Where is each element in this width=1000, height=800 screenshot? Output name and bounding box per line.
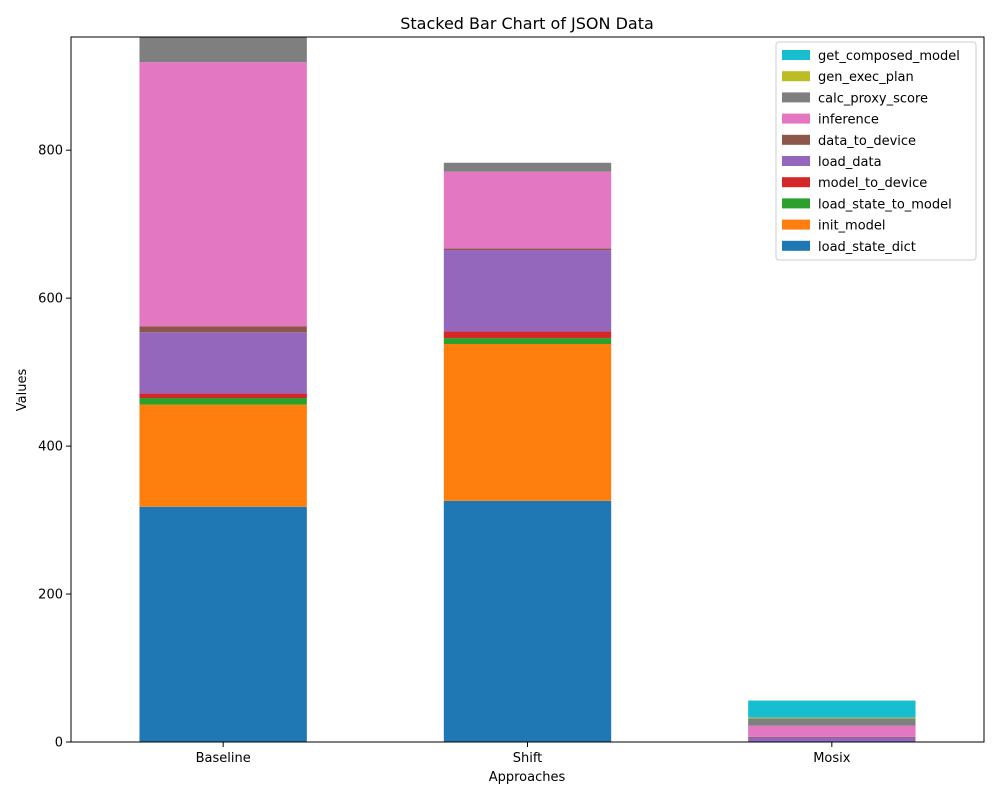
x-axis-label: Approaches <box>489 770 566 785</box>
legend-label-inference: inference <box>818 113 879 128</box>
legend-swatch-data-to-device <box>782 134 810 145</box>
chart-title: Stacked Bar Chart of JSON Data <box>400 14 654 33</box>
bar-segment-data-to-device-mosix <box>748 736 916 738</box>
legend-swatch-calc-proxy-score <box>782 92 810 103</box>
legend-label-gen-exec-plan: gen_exec_plan <box>818 70 914 85</box>
legend-swatch-get-composed-model <box>782 50 810 60</box>
legend: get_composed_model gen_exec_plan calc_prox… <box>775 41 977 261</box>
legend-label-calc-proxy-score: calc_proxy_score <box>818 91 928 106</box>
bar-segment-data-to-device-baseline <box>139 326 307 333</box>
y-axis-label: Values <box>15 369 30 412</box>
y-tick-label: 800 <box>38 144 63 159</box>
legend-swatch-init-model <box>782 219 810 230</box>
bar-segment-model-to-device-shift <box>443 331 612 339</box>
bar-segment-data-to-device-shift <box>443 248 612 251</box>
bar-segment-gen-exec-plan-mosix <box>748 717 916 719</box>
legend-swatch-inference <box>782 113 810 124</box>
y-tick-label: 600 <box>38 292 63 307</box>
bar-segment-model-to-device-baseline <box>139 393 307 399</box>
legend-box <box>775 41 977 261</box>
legend-swatch-load-data <box>782 156 810 166</box>
legend-swatch-model-to-device <box>782 177 810 188</box>
bar-segment-calc-proxy-score-shift <box>443 162 612 172</box>
bar-segment-load-state-dict-shift <box>443 500 612 742</box>
legend-swatch-load-state-dict <box>782 240 810 251</box>
bar-segment-init-model-baseline <box>139 404 307 507</box>
bar-segment-load-data-baseline <box>139 332 307 394</box>
bar-segment-get-composed-model-mosix <box>748 700 916 718</box>
bar-segment-inference-mosix <box>748 725 916 737</box>
bar-segment-inference-baseline <box>139 62 307 327</box>
bar-segment-calc-proxy-score-baseline <box>139 37 307 63</box>
legend-label-model-to-device: model_to_device <box>818 176 927 191</box>
legend-label-init-model: init_model <box>818 219 886 234</box>
legend-swatch-gen-exec-plan <box>782 71 810 82</box>
bars-layer <box>139 37 916 742</box>
legend-label-load-state-to-model: load_state_to_model <box>818 197 952 212</box>
y-tick-label: 0 <box>55 736 63 751</box>
bar-segment-load-state-to-model-baseline <box>139 398 307 405</box>
bar-segment-calc-proxy-score-mosix <box>748 718 916 726</box>
bar-segment-load-data-mosix <box>748 737 916 742</box>
x-tick-label-mosix: Mosix <box>813 751 851 766</box>
legend-label-load-state-dict: load_state_dict <box>818 240 916 255</box>
axes-layer: 0 200 400 600 800 Baseline Shift Mosix <box>38 36 985 766</box>
bar-segment-inference-shift <box>443 171 612 249</box>
legend-label-get-composed-model: get_composed_model <box>818 49 960 64</box>
y-tick-label: 200 <box>38 588 63 603</box>
y-tick-label: 400 <box>38 440 63 455</box>
bar-segment-load-data-shift <box>443 250 612 332</box>
x-tick-label-baseline: Baseline <box>196 751 251 766</box>
bar-segment-init-model-shift <box>443 344 612 501</box>
bar-segment-load-state-to-model-shift <box>443 338 612 345</box>
bar-segment-load-state-dict-baseline <box>139 506 307 742</box>
legend-label-data-to-device: data_to_device <box>818 134 916 149</box>
legend-label-load-data: load_data <box>818 155 882 170</box>
legend-swatch-load-state-to-model <box>782 198 810 209</box>
x-tick-label-shift: Shift <box>513 751 543 766</box>
